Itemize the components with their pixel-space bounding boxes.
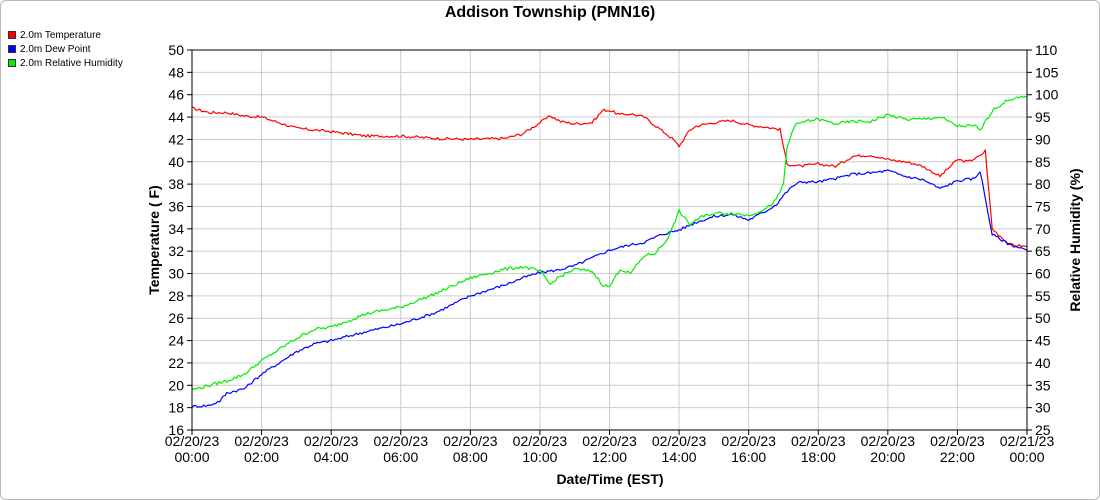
y-left-tick-label: 28 <box>168 288 184 304</box>
x-tick-date-label: 02/21/23 <box>1000 433 1055 449</box>
x-tick-date-label: 02/20/23 <box>513 433 568 449</box>
chart-title: Addison Township (PMN16) <box>444 4 656 21</box>
legend-swatch-temperature <box>8 31 16 39</box>
y-axis-right-ticks: 25 30 35 40 45 50 55 60 65 70 75 80 85 90 95 100 105 110 <box>1027 42 1059 438</box>
series-lines <box>191 95 1028 408</box>
y-left-tick-label: 38 <box>168 176 184 192</box>
legend-label-dew-point: 2.0m Dew Point <box>20 43 91 55</box>
y-left-tick-label: 40 <box>168 154 184 170</box>
y-right-tick-label: 50 <box>1035 310 1051 326</box>
x-tick-time-label: 10:00 <box>522 449 557 465</box>
x-tick-time-label: 02:00 <box>244 449 279 465</box>
x-tick-time-label: 16:00 <box>731 449 766 465</box>
x-tick-date-label: 02/20/23 <box>443 433 498 449</box>
x-tick-time-label: 18:00 <box>801 449 836 465</box>
x-tick-time-label: 20:00 <box>870 449 905 465</box>
y-right-tick-label: 75 <box>1035 198 1051 214</box>
x-tick-time-label: 00:00 <box>1009 449 1044 465</box>
x-tick-time-label: 00:00 <box>174 449 209 465</box>
x-tick-date-label: 02/20/23 <box>234 433 289 449</box>
y-right-tick-label: 105 <box>1035 64 1059 80</box>
legend-label-temperature: 2.0m Temperature <box>20 29 101 41</box>
x-axis-label: Date/Time (EST) <box>556 471 663 487</box>
x-tick-date-label: 02/20/23 <box>582 433 637 449</box>
y-right-tick-label: 55 <box>1035 288 1051 304</box>
x-tick-date-label: 02/20/23 <box>652 433 707 449</box>
y-right-tick-label: 100 <box>1035 87 1059 103</box>
x-tick-time-label: 14:00 <box>662 449 697 465</box>
y-left-tick-label: 44 <box>168 109 184 125</box>
y-left-tick-label: 36 <box>168 198 184 214</box>
legend-label-humidity: 2.0m Relative Humidity <box>20 57 123 69</box>
y-left-tick-label: 34 <box>168 221 184 237</box>
y-axis-label-left: Temperature ( F) <box>146 185 162 294</box>
legend-item-humidity: 2.0m Relative Humidity <box>8 56 123 70</box>
series-line-2-0m-relative-humidity <box>191 95 1028 391</box>
y-right-tick-label: 60 <box>1035 266 1051 282</box>
legend-item-temperature: 2.0m Temperature <box>8 28 123 42</box>
legend-swatch-dew-point <box>8 45 16 53</box>
series-line-2-0m-dew-point <box>191 169 1028 408</box>
y-left-tick-label: 42 <box>168 131 184 147</box>
x-tick-time-label: 22:00 <box>940 449 975 465</box>
y-right-tick-label: 85 <box>1035 154 1051 170</box>
x-tick-date-label: 02/20/23 <box>165 433 220 449</box>
y-left-tick-label: 20 <box>168 377 184 393</box>
y-axis-left-ticks: 16 18 20 22 24 26 28 30 32 34 36 38 40 42 44 46 48 50 <box>168 42 192 438</box>
y-right-tick-label: 45 <box>1035 333 1051 349</box>
legend-item-dew-point: 2.0m Dew Point <box>8 42 123 56</box>
y-left-tick-label: 18 <box>168 400 184 416</box>
y-left-tick-label: 26 <box>168 310 184 326</box>
y-right-tick-label: 95 <box>1035 109 1051 125</box>
x-tick-date-label: 02/20/23 <box>304 433 359 449</box>
y-right-tick-label: 65 <box>1035 243 1051 259</box>
y-right-tick-label: 35 <box>1035 377 1051 393</box>
y-right-tick-label: 25 <box>1035 422 1051 438</box>
grid <box>191 49 1028 431</box>
legend: 2.0m Temperature 2.0m Dew Point 2.0m Rel… <box>8 28 123 70</box>
y-right-tick-label: 80 <box>1035 176 1051 192</box>
x-tick-date-label: 02/20/23 <box>930 433 985 449</box>
y-left-tick-label: 32 <box>168 243 184 259</box>
y-right-tick-label: 40 <box>1035 355 1051 371</box>
y-left-tick-label: 30 <box>168 266 184 282</box>
y-right-tick-label: 90 <box>1035 131 1051 147</box>
legend-swatch-humidity <box>8 59 16 67</box>
series-line-2-0m-temperature <box>191 106 1028 248</box>
y-left-tick-label: 50 <box>168 42 184 58</box>
x-tick-date-label: 02/20/23 <box>374 433 429 449</box>
y-left-tick-label: 22 <box>168 355 184 371</box>
y-left-tick-label: 46 <box>168 87 184 103</box>
x-tick-date-label: 02/20/23 <box>791 433 846 449</box>
y-left-tick-label: 16 <box>168 422 184 438</box>
x-tick-date-label: 02/20/23 <box>721 433 776 449</box>
x-tick-time-label: 08:00 <box>453 449 488 465</box>
y-left-tick-label: 24 <box>168 333 184 349</box>
x-tick-time-label: 06:00 <box>383 449 418 465</box>
y-right-tick-label: 70 <box>1035 221 1051 237</box>
y-left-tick-label: 48 <box>168 64 184 80</box>
x-tick-time-label: 12:00 <box>592 449 627 465</box>
y-right-tick-label: 30 <box>1035 400 1051 416</box>
x-tick-date-label: 02/20/23 <box>861 433 916 449</box>
x-axis-ticks: 02/20/2300:0002/20/2302:0002/20/2304:000… <box>165 430 1055 465</box>
y-right-tick-label: 110 <box>1035 42 1058 58</box>
x-tick-time-label: 04:00 <box>314 449 349 465</box>
y-axis-label-right: Relative Humidity (%) <box>1067 168 1083 311</box>
